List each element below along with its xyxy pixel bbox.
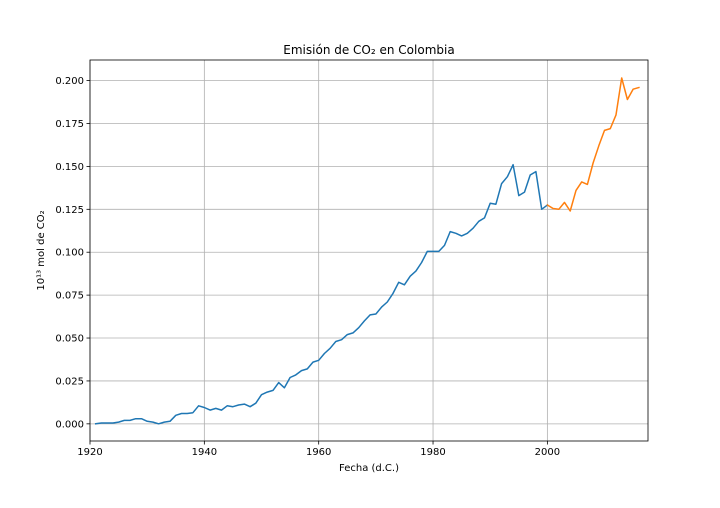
x-axis-label: Fecha (d.C.) bbox=[339, 463, 399, 474]
x-tick-label: 1960 bbox=[306, 447, 331, 458]
chart-title: Emisión de CO₂ en Colombia bbox=[283, 43, 454, 57]
x-tick-label: 1940 bbox=[192, 447, 217, 458]
y-tick-label: 0.000 bbox=[55, 419, 84, 430]
x-tick-label: 1920 bbox=[77, 447, 102, 458]
y-tick-label: 0.100 bbox=[55, 248, 84, 259]
series-line-2 bbox=[546, 77, 640, 212]
y-tick-label: 0.025 bbox=[55, 376, 84, 387]
axis-ticks: 1920 1940 1960 1980 2000 0.000 0.025 0.050 0.075… bbox=[55, 76, 560, 458]
y-axis-label: 10¹³ mol de CO₂ bbox=[36, 210, 47, 290]
x-tick-label: 1980 bbox=[420, 447, 445, 458]
plot-frame bbox=[89, 59, 649, 442]
y-tick-label: 0.075 bbox=[55, 291, 84, 302]
y-tick-label: 0.200 bbox=[55, 76, 84, 87]
y-tick-label: 0.175 bbox=[55, 119, 84, 130]
y-tick-label: 0.150 bbox=[55, 162, 84, 173]
x-tick-label: 2000 bbox=[535, 447, 560, 458]
y-tick-label: 0.050 bbox=[55, 334, 84, 345]
series-lines bbox=[94, 77, 640, 425]
series-line-1 bbox=[94, 163, 549, 425]
y-tick-label: 0.125 bbox=[55, 205, 84, 216]
